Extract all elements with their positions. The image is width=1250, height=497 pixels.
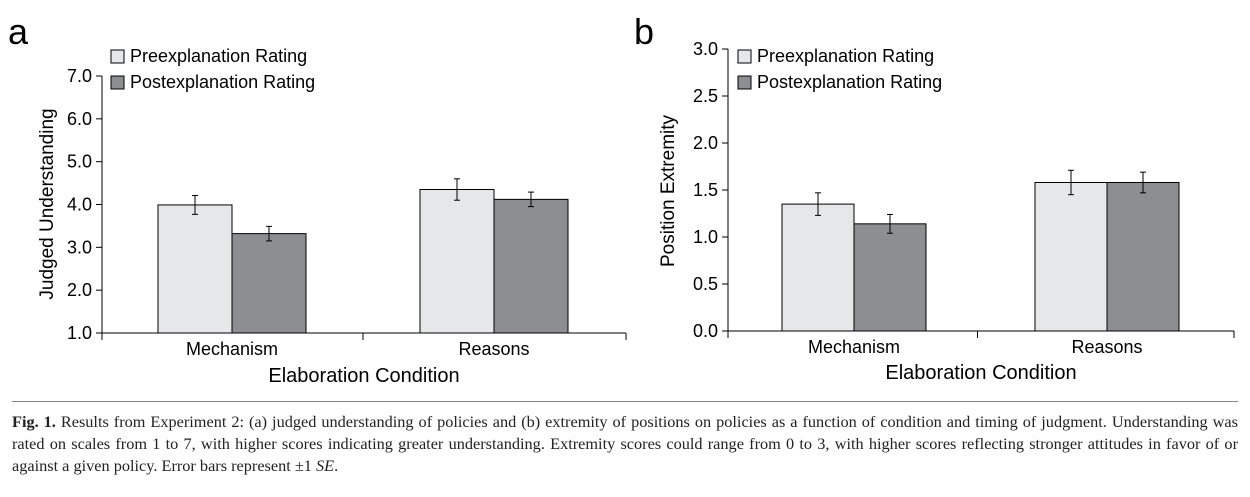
panel-a-xlabel: Elaboration Condition [268, 365, 459, 387]
caption-rule [12, 401, 1238, 402]
bar-pre [157, 204, 233, 334]
legend-swatch-post [737, 75, 752, 90]
panel-b: b Position Extremity Elaboration Conditi… [634, 11, 1235, 384]
panel-b-letter: b [634, 11, 654, 52]
legend-swatch-pre [110, 49, 125, 64]
panel-b-xlabel: Elaboration Condition [885, 362, 1076, 384]
bar-pre [419, 189, 495, 334]
y-tick-label: 2.5 [693, 86, 718, 106]
legend-label-pre: Preexplanation Rating [130, 46, 307, 66]
x-tick-label: Reasons [458, 339, 529, 359]
legend-label-post: Postexplanation Rating [757, 72, 942, 92]
legend-swatch-post [110, 75, 125, 90]
panel-a-ylabel: Judged Understanding [37, 108, 58, 299]
y-tick-label: 6.0 [67, 109, 92, 129]
caption-end: . [334, 456, 339, 475]
caption-fig-label: Fig. 1. [12, 412, 56, 431]
bar-pre [1034, 181, 1108, 332]
panel-a-plot: 1.0 2.0 3.0 4.0 5.0 6.0 7.0 Mechanism Reasons [67, 66, 627, 359]
caption-se: SE [316, 456, 335, 475]
y-tick-label: 1.0 [693, 227, 718, 247]
bar-post [231, 233, 307, 334]
legend-label-post: Postexplanation Rating [130, 72, 315, 92]
y-tick-label: 1.5 [693, 180, 718, 200]
panel-b-plot: 0.0 0.5 1.0 1.5 2.0 2.5 3.0 Mechanism Reasons [693, 39, 1235, 357]
figure-caption: Fig. 1. Results from Experiment 2: (a) j… [12, 411, 1238, 477]
y-tick-label: 1.0 [67, 323, 92, 343]
bar-post [493, 198, 569, 334]
panel-b-ylabel: Position Extremity [658, 114, 679, 267]
panel-b-legend: Preexplanation Rating Postexplanation Ra… [737, 46, 942, 92]
panel-a: a Judged Understanding Elaboration Condi… [8, 11, 627, 387]
y-tick-label: 3.0 [693, 39, 718, 59]
y-tick-label: 2.0 [693, 133, 718, 153]
y-tick-label: 0.0 [693, 321, 718, 341]
y-tick-label: 5.0 [67, 152, 92, 172]
y-tick-label: 0.5 [693, 274, 718, 294]
bar-post [853, 223, 927, 332]
y-tick-label: 2.0 [67, 280, 92, 300]
legend-label-pre: Preexplanation Rating [757, 46, 934, 66]
caption-text: Results from Experiment 2: (a) judged un… [12, 412, 1238, 475]
panel-a-legend: Preexplanation Rating Postexplanation Ra… [110, 46, 315, 92]
x-tick-label: Reasons [1071, 337, 1142, 357]
legend-swatch-pre [737, 49, 752, 64]
y-tick-label: 3.0 [67, 237, 92, 257]
bar-pre [781, 203, 855, 332]
x-tick-label: Mechanism [186, 339, 278, 359]
y-tick-label: 7.0 [67, 66, 92, 86]
x-tick-label: Mechanism [808, 337, 900, 357]
figure-charts: a Judged Understanding Elaboration Condi… [8, 11, 1235, 387]
y-tick-label: 4.0 [67, 195, 92, 215]
panel-a-letter: a [8, 11, 29, 52]
bar-post [1106, 181, 1180, 332]
